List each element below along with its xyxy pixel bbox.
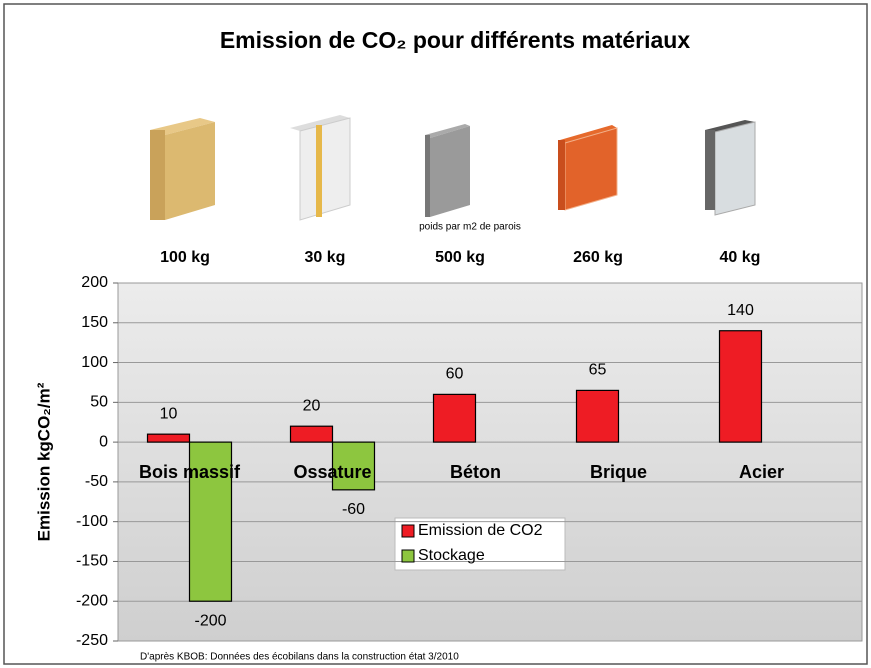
y-tick-label: -200 <box>76 592 108 609</box>
y-axis-label: Emission kgCO₂/m² <box>34 382 53 541</box>
y-tick-label: -250 <box>76 632 108 649</box>
weight-label: 500 kg <box>435 249 485 266</box>
page: Emission de CO₂ pour différents matériau… <box>0 0 871 668</box>
value-label: 20 <box>303 397 321 414</box>
weight-label: 260 kg <box>573 249 623 266</box>
legend-swatch <box>402 550 414 562</box>
y-tick-label: -150 <box>76 553 108 570</box>
value-label: -200 <box>194 612 226 629</box>
weight-label: 30 kg <box>305 249 346 266</box>
x-tick-label: Acier <box>739 462 784 482</box>
weight-label: 100 kg <box>160 249 210 266</box>
legend-swatch <box>402 525 414 537</box>
bar <box>577 390 619 442</box>
x-tick-label: Bois massif <box>139 462 241 482</box>
bar <box>434 394 476 442</box>
y-tick-label: 50 <box>90 394 108 411</box>
y-tick-label: -50 <box>85 473 108 490</box>
x-tick-label: Brique <box>590 462 647 482</box>
y-tick-label: 0 <box>99 433 108 450</box>
y-tick-label: 200 <box>81 274 108 291</box>
value-label: 65 <box>589 362 607 379</box>
bar <box>720 331 762 442</box>
bar <box>291 426 333 442</box>
source: D'après KBOB: Données des écobilans dans… <box>140 652 459 663</box>
value-label: -60 <box>342 501 365 518</box>
chart-title: Emission de CO₂ pour différents matériau… <box>220 27 691 53</box>
value-label: 140 <box>727 302 754 319</box>
annotation: poids par m2 de parois <box>419 222 521 233</box>
chart: Emission de CO₂ pour différents matériau… <box>0 0 871 668</box>
weight-label: 40 kg <box>720 249 761 266</box>
x-tick-label: Béton <box>450 462 501 482</box>
y-tick-label: -100 <box>76 513 108 530</box>
legend-label: Stockage <box>418 547 485 564</box>
bar <box>148 434 190 442</box>
y-tick-label: 150 <box>81 314 108 331</box>
value-label: 60 <box>446 366 464 383</box>
legend-label: Emission de CO2 <box>418 522 543 539</box>
x-tick-label: Ossature <box>293 462 371 482</box>
value-label: 10 <box>160 405 178 422</box>
y-tick-label: 100 <box>81 354 108 371</box>
